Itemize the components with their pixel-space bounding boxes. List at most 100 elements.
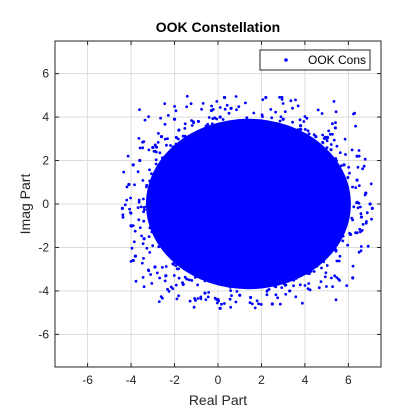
scatter-point [281, 271, 284, 274]
scatter-point [336, 260, 339, 263]
scatter-point [336, 192, 339, 195]
scatter-point [269, 280, 272, 283]
scatter-point [248, 269, 251, 272]
scatter-point [262, 215, 265, 218]
scatter-point [171, 185, 174, 188]
scatter-point [306, 144, 309, 147]
scatter-point [263, 275, 266, 278]
scatter-point [261, 113, 264, 116]
scatter-point [316, 265, 319, 268]
scatter-point [298, 228, 301, 231]
scatter-point [237, 193, 240, 196]
scatter-point [244, 102, 247, 105]
scatter-point [309, 185, 312, 188]
scatter-point [165, 183, 168, 186]
scatter-point [237, 168, 240, 171]
scatter-point [275, 293, 278, 296]
scatter-point [250, 264, 253, 267]
scatter-point [243, 221, 246, 224]
scatter-point [142, 179, 145, 182]
scatter-point [302, 120, 305, 123]
scatter-point [195, 234, 198, 237]
legend-marker [284, 58, 288, 62]
scatter-point [223, 127, 226, 130]
scatter-point [282, 118, 285, 121]
scatter-point [148, 251, 151, 254]
scatter-point [320, 204, 323, 207]
scatter-point [157, 205, 160, 208]
scatter-point [302, 222, 305, 225]
scatter-point [236, 228, 239, 231]
scatter-point [195, 173, 198, 176]
scatter-point [199, 153, 202, 156]
scatter-point [235, 163, 238, 166]
scatter-point [309, 166, 312, 169]
scatter-point [266, 146, 269, 149]
scatter-point [258, 206, 261, 209]
scatter-point [281, 96, 284, 99]
scatter-point [358, 149, 361, 152]
scatter-point [265, 255, 268, 258]
scatter-point [159, 117, 162, 120]
scatter-point [241, 228, 244, 231]
scatter-point [254, 307, 257, 310]
scatter-point [233, 147, 236, 150]
scatter-point [278, 161, 281, 164]
scatter-point [266, 209, 269, 212]
scatter-point [271, 215, 274, 218]
scatter-point [284, 110, 287, 113]
scatter-point [229, 135, 232, 138]
scatter-point [129, 211, 132, 214]
scatter-point [252, 187, 255, 190]
scatter-point [277, 123, 280, 126]
scatter-point [219, 307, 222, 310]
scatter-point [297, 128, 300, 131]
scatter-point [339, 201, 342, 204]
scatter-point [200, 173, 203, 176]
scatter-point [269, 108, 272, 111]
scatter-point [293, 176, 296, 179]
scatter-point [287, 278, 290, 281]
scatter-point [225, 197, 228, 200]
scatter-point [164, 248, 167, 251]
scatter-point [194, 256, 197, 259]
scatter-point [253, 149, 256, 152]
scatter-point [256, 127, 259, 130]
scatter-point [234, 246, 237, 249]
scatter-point [204, 196, 207, 199]
scatter-point [291, 230, 294, 233]
scatter-point [325, 285, 328, 288]
scatter-point [286, 245, 289, 248]
scatter-point [355, 178, 358, 181]
scatter-point [215, 196, 218, 199]
scatter-point [208, 250, 211, 253]
scatter-point [282, 190, 285, 193]
scatter-point [284, 140, 287, 143]
scatter-point [208, 116, 211, 119]
scatter-point [261, 169, 264, 172]
scatter-point [267, 262, 270, 265]
scatter-point [307, 207, 310, 210]
scatter-point [358, 251, 361, 254]
scatter-point [298, 258, 301, 261]
scatter-point [129, 224, 132, 227]
scatter-point [142, 140, 145, 143]
scatter-point [201, 244, 204, 247]
scatter-point [242, 240, 245, 243]
scatter-point [215, 118, 218, 121]
scatter-point [202, 241, 205, 244]
scatter-point [172, 229, 175, 232]
scatter-point [204, 152, 207, 155]
scatter-point [265, 218, 268, 221]
scatter-point [275, 175, 278, 178]
scatter-point [218, 209, 221, 212]
scatter-point [225, 186, 228, 189]
scatter-point [158, 225, 161, 228]
scatter-point [189, 258, 192, 261]
scatter-point [207, 253, 210, 256]
scatter-point [255, 151, 258, 154]
scatter-point [183, 250, 186, 253]
scatter-point [193, 231, 196, 234]
scatter-point [234, 184, 237, 187]
scatter-point [203, 292, 206, 295]
